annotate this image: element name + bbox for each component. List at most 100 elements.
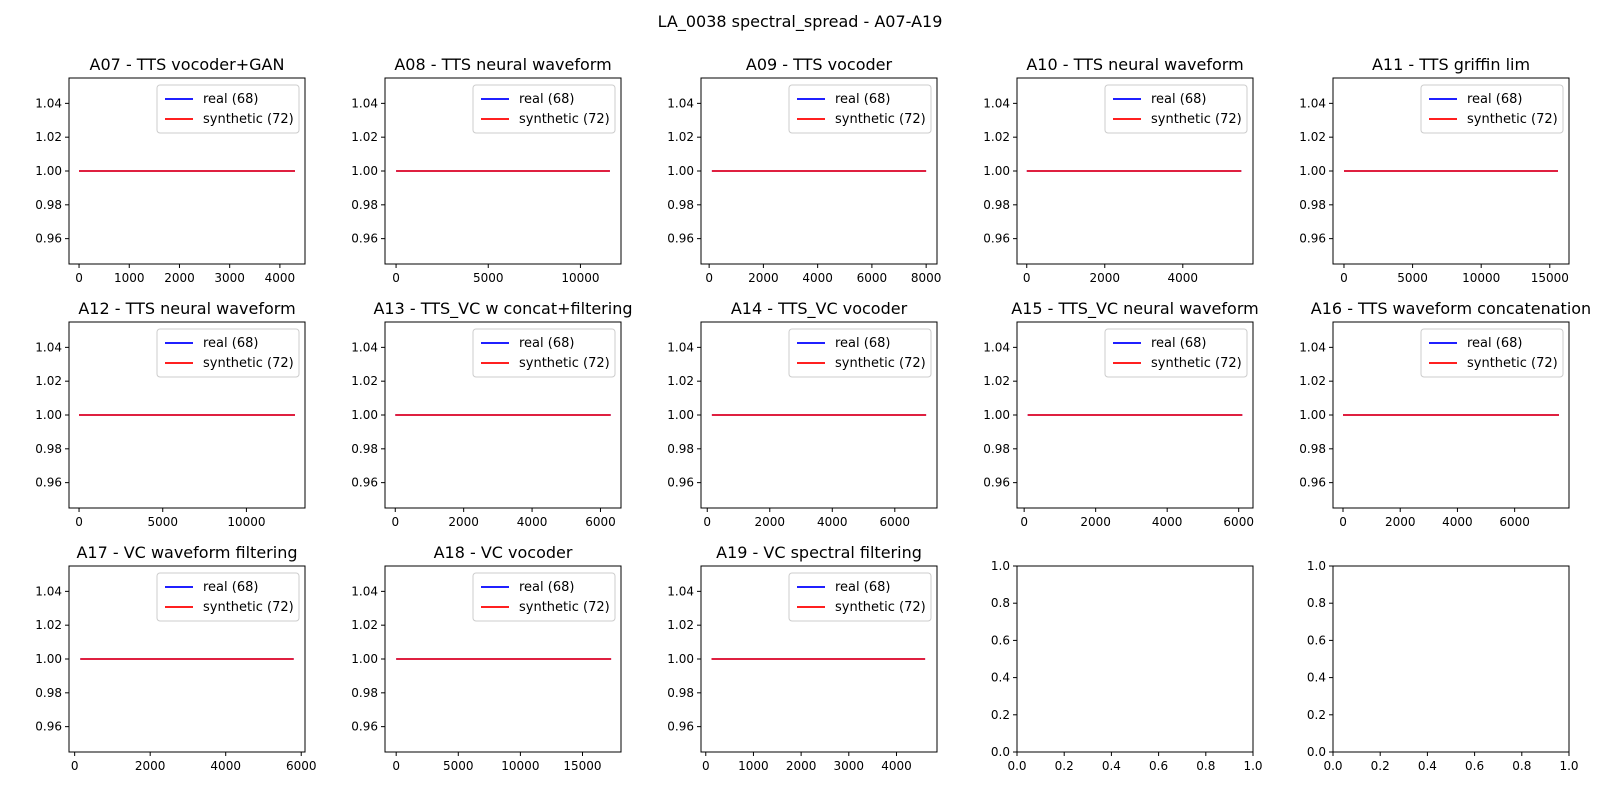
legend-label: real (68)	[1151, 336, 1206, 351]
legend-label: synthetic (72)	[203, 112, 294, 127]
y-tick-label: 1.04	[983, 96, 1010, 110]
plot-frame	[1016, 565, 1254, 753]
y-tick-label: 0.96	[35, 232, 62, 246]
y-tick-label: 1.04	[35, 340, 62, 354]
legend-label: real (68)	[1467, 336, 1522, 351]
legend-label: real (68)	[835, 92, 890, 107]
x-tick-label: 0.2	[1055, 759, 1074, 773]
y-tick-label: 0.98	[983, 198, 1010, 212]
x-tick-label: 10000	[501, 759, 539, 773]
legend-box	[156, 572, 300, 622]
x-tick-label: 0.0	[1323, 759, 1342, 773]
x-tick-label: 1.0	[1559, 759, 1578, 773]
y-tick-label: 1.02	[667, 374, 694, 388]
y-tick-label: 0.96	[1299, 232, 1326, 246]
y-tick-label: 0.0	[991, 745, 1010, 759]
y-tick-label: 0.98	[351, 442, 378, 456]
legend-label: real (68)	[203, 92, 258, 107]
x-tick-label: 6000	[286, 759, 317, 773]
y-tick-label: 0.2	[991, 708, 1010, 722]
legend-label: real (68)	[203, 336, 258, 351]
subplot-title: A14 - TTS_VC vocoder	[731, 299, 908, 319]
x-tick-label: 0.6	[1465, 759, 1484, 773]
legend-label: synthetic (72)	[1467, 356, 1558, 371]
legend-box	[788, 328, 932, 378]
x-tick-label: 0.4	[1418, 759, 1437, 773]
subplot-3: 0 2000 4000 6000 8000 0.96 0.98 1.00 1.02 1.04 A09…	[667, 55, 941, 285]
x-tick-label: 0	[391, 515, 399, 529]
legend-label: real (68)	[519, 580, 574, 595]
legend-label: real (68)	[203, 580, 258, 595]
subplot-title: A17 - VC waveform filtering	[76, 543, 297, 562]
y-tick-label: 0.98	[1299, 198, 1326, 212]
subplot-1: 0 1000 2000 3000 4000 0.96 0.98 1.00 1.02 1.04 A07…	[35, 55, 306, 285]
y-tick-label: 1.04	[667, 340, 694, 354]
subplot-title: A08 - TTS neural waveform	[394, 55, 611, 74]
legend-label: real (68)	[1467, 92, 1522, 107]
x-tick-label: 4000	[881, 759, 912, 773]
y-tick-label: 1.00	[1299, 408, 1326, 422]
subplot-title: A16 - TTS waveform concatenation	[1311, 299, 1591, 318]
subplot-14: 0.0 0.2 0.4 0.6 0.8 1.0 0.0 0.2 0.4 0.6 0.8 1.0	[991, 559, 1263, 773]
y-tick-label: 0.98	[35, 198, 62, 212]
y-tick-label: 1.02	[667, 618, 694, 632]
y-tick-label: 1.00	[351, 408, 378, 422]
x-tick-label: 15000	[563, 759, 601, 773]
y-tick-label: 1.04	[351, 584, 378, 598]
y-tick-label: 0.98	[35, 442, 62, 456]
x-tick-label: 0	[1020, 515, 1028, 529]
x-tick-label: 2000	[135, 759, 166, 773]
legend-box	[156, 328, 300, 378]
legend-box	[472, 328, 616, 378]
x-tick-label: 2000	[754, 515, 785, 529]
subplot-title: A15 - TTS_VC neural waveform	[1011, 299, 1258, 319]
y-tick-label: 1.02	[351, 618, 378, 632]
y-tick-label: 1.02	[983, 130, 1010, 144]
y-tick-label: 1.02	[351, 130, 378, 144]
legend-label: synthetic (72)	[1151, 112, 1242, 127]
x-tick-label: 2000	[786, 759, 817, 773]
x-tick-label: 0.8	[1512, 759, 1531, 773]
subplot-7: 0 2000 4000 6000 0.96 0.98 1.00 1.02 1.04 A13 - T…	[351, 299, 632, 529]
x-tick-label: 4000	[1152, 515, 1183, 529]
y-tick-label: 1.02	[1299, 374, 1326, 388]
x-tick-label: 2000	[1080, 515, 1111, 529]
y-tick-label: 0.96	[351, 720, 378, 734]
x-tick-label: 0	[75, 515, 83, 529]
y-tick-label: 1.00	[983, 164, 1010, 178]
y-tick-label: 1.04	[1299, 340, 1326, 354]
y-tick-label: 0.4	[1307, 671, 1326, 685]
plot-frame	[1332, 565, 1570, 753]
x-tick-label: 0	[1340, 271, 1348, 285]
subplot-6: 0 5000 10000 0.96 0.98 1.00 1.02 1.04 A12 - TTS …	[35, 299, 306, 529]
x-tick-label: 4000	[802, 271, 833, 285]
x-tick-label: 8000	[911, 271, 942, 285]
y-tick-label: 0.98	[35, 686, 62, 700]
y-tick-label: 1.0	[1307, 559, 1326, 573]
y-tick-label: 1.02	[35, 130, 62, 144]
y-tick-label: 1.02	[1299, 130, 1326, 144]
legend-label: synthetic (72)	[519, 600, 610, 615]
x-tick-label: 4000	[1168, 271, 1199, 285]
subplot-12: 0 5000 10000 15000 0.96 0.98 1.00 1.02 1.04 A18 -…	[351, 543, 622, 773]
y-tick-label: 1.02	[35, 618, 62, 632]
y-tick-label: 1.04	[35, 584, 62, 598]
y-tick-label: 1.04	[351, 340, 378, 354]
x-tick-label: 5000	[147, 515, 178, 529]
x-tick-label: 4000	[1442, 515, 1473, 529]
x-tick-label: 1000	[114, 271, 145, 285]
y-tick-label: 1.00	[351, 652, 378, 666]
y-tick-label: 0.96	[35, 476, 62, 490]
subplot-title: A11 - TTS griffin lim	[1372, 55, 1530, 74]
y-tick-label: 0.98	[1299, 442, 1326, 456]
x-tick-label: 2000	[164, 271, 195, 285]
subplot-title: A10 - TTS neural waveform	[1026, 55, 1243, 74]
legend-label: synthetic (72)	[835, 600, 926, 615]
y-tick-label: 1.04	[351, 96, 378, 110]
y-tick-label: 1.00	[1299, 164, 1326, 178]
subplot-10: 0 2000 4000 6000 0.96 0.98 1.00 1.02 1.04 A16 - T…	[1299, 299, 1591, 529]
y-tick-label: 1.02	[667, 130, 694, 144]
y-tick-label: 0.98	[667, 198, 694, 212]
x-tick-label: 10000	[1462, 271, 1500, 285]
